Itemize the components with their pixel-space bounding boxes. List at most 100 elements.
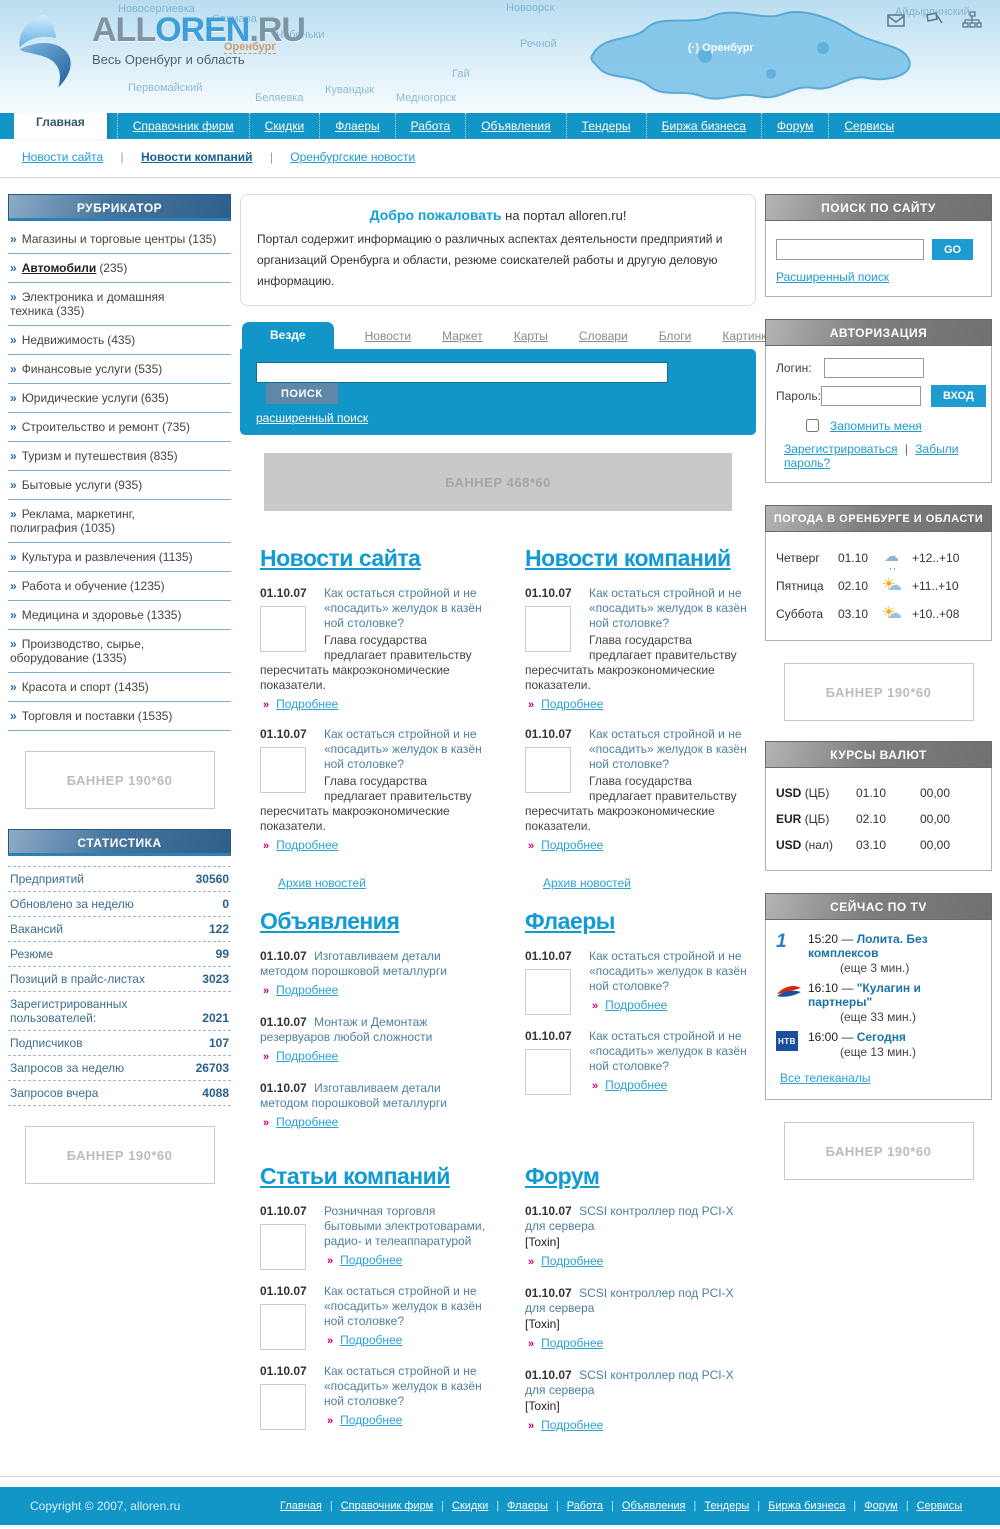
site-search-go-button[interactable]: GO bbox=[932, 239, 974, 260]
more-link[interactable]: Подробнее bbox=[276, 983, 339, 997]
rubricator-item[interactable]: » Красота и спорт (1435) bbox=[8, 673, 231, 702]
more-link[interactable]: Подробнее bbox=[276, 1115, 339, 1129]
rubricator-item[interactable]: » Электроника и домашняя техника (335) bbox=[8, 283, 231, 326]
nav-item-tendery[interactable]: Тендеры bbox=[565, 113, 646, 139]
tv-show-link[interactable]: Сегодня bbox=[856, 1030, 906, 1044]
search-input[interactable] bbox=[256, 362, 668, 383]
more-link[interactable]: Подробнее bbox=[605, 998, 668, 1012]
rubricator-item[interactable]: » Финансовые услуги (535) bbox=[8, 355, 231, 384]
more-link[interactable]: Подробнее bbox=[605, 1078, 668, 1092]
advanced-search-link[interactable]: Расширенный поиск bbox=[776, 270, 889, 284]
register-link[interactable]: Зарегистрироваться bbox=[784, 442, 898, 456]
more-link[interactable]: Подробнее bbox=[541, 1418, 604, 1432]
mail-icon[interactable] bbox=[886, 10, 906, 30]
remember-me-checkbox[interactable] bbox=[806, 419, 819, 432]
forgot-password-link[interactable]: Забыли пароль? bbox=[784, 442, 959, 470]
ad-banner-190x60[interactable]: БАННЕР 190*60 bbox=[24, 1126, 215, 1184]
more-link[interactable]: Подробнее bbox=[541, 1254, 604, 1268]
login-field[interactable] bbox=[824, 358, 924, 378]
nav-item-forum[interactable]: Форум bbox=[760, 113, 828, 139]
ad-banner-190x60[interactable]: БАННЕР 190*60 bbox=[783, 1122, 974, 1180]
footer-link-birzha[interactable]: Биржа бизнеса bbox=[768, 1500, 846, 1512]
article-title[interactable]: Как остаться стройной и не «посадить» же… bbox=[324, 1364, 482, 1408]
more-link[interactable]: Подробнее bbox=[541, 697, 604, 711]
tv-show-link[interactable]: "Кулагин и партнеры" bbox=[808, 981, 921, 1009]
more-link[interactable]: Подробнее bbox=[340, 1253, 403, 1267]
flag-icon[interactable] bbox=[924, 10, 944, 30]
search-button[interactable]: ПОИСК bbox=[266, 383, 338, 404]
more-link[interactable]: Подробнее bbox=[276, 1049, 339, 1063]
footer-link-spravochnik[interactable]: Справочник фирм bbox=[340, 1500, 434, 1512]
news-title[interactable]: Как остаться стройной и не «посадить» же… bbox=[589, 586, 747, 630]
footer-link-flaery[interactable]: Флаеры bbox=[507, 1500, 548, 1512]
subnav-company-news[interactable]: Новости компаний bbox=[141, 150, 253, 164]
rubricator-item[interactable]: » Медицина и здоровье (1335) bbox=[8, 601, 231, 630]
rubricator-item[interactable]: » Юридические услуги (635) bbox=[8, 384, 231, 413]
section-title-company-news[interactable]: Новости компаний bbox=[525, 545, 731, 571]
article-title[interactable]: Как остаться стройной и не «посадить» же… bbox=[324, 1284, 482, 1328]
news-title[interactable]: Как остаться стройной и не «посадить» же… bbox=[324, 727, 482, 771]
search-tab-novosti[interactable]: Новости bbox=[364, 329, 412, 343]
more-link[interactable]: Подробнее bbox=[541, 1336, 604, 1350]
search-tab-slovari[interactable]: Словари bbox=[578, 329, 628, 343]
rubricator-item[interactable]: » Магазины и торговые центры (135) bbox=[8, 225, 231, 254]
news-title[interactable]: Как остаться стройной и не «посадить» же… bbox=[589, 727, 747, 771]
nav-item-rabota[interactable]: Работа bbox=[394, 113, 466, 139]
rubricator-item[interactable]: » Реклама, маркетинг, полиграфия (1035) bbox=[8, 500, 231, 543]
news-title[interactable]: Как остаться стройной и не «посадить» же… bbox=[324, 586, 482, 630]
footer-link-glavnaya[interactable]: Главная bbox=[280, 1500, 322, 1512]
tv-show-link[interactable]: Лолита. Без комплексов bbox=[808, 932, 928, 960]
flyer-title[interactable]: Как остаться стройной и не «посадить» же… bbox=[589, 949, 747, 993]
all-channels-link[interactable]: Все телеканалы bbox=[780, 1071, 871, 1085]
login-button[interactable]: ВХОД bbox=[930, 385, 986, 407]
nav-item-obyavleniya[interactable]: Объявления bbox=[465, 113, 565, 139]
more-link[interactable]: Подробнее bbox=[276, 697, 339, 711]
ad-banner-190x60[interactable]: БАННЕР 190*60 bbox=[783, 663, 974, 721]
section-title-ads[interactable]: Объявления bbox=[260, 908, 400, 934]
rubricator-item[interactable]: » Строительство и ремонт (735) bbox=[8, 413, 231, 442]
sitemap-icon[interactable] bbox=[962, 10, 982, 30]
rubricator-item[interactable]: » Работа и обучение (1235) bbox=[8, 572, 231, 601]
ad-title[interactable]: Монтаж и Демонтаж резервуаров любой слож… bbox=[260, 1015, 433, 1044]
footer-link-tendery[interactable]: Тендеры bbox=[704, 1500, 750, 1512]
footer-link-forum[interactable]: Форум bbox=[864, 1500, 898, 1512]
password-field[interactable] bbox=[820, 386, 921, 406]
news-archive-link[interactable]: Архив новостей bbox=[278, 876, 366, 890]
search-tab-vezde[interactable]: Везде bbox=[242, 322, 334, 349]
rubricator-item-active[interactable]: » Автомобили (235) bbox=[8, 254, 231, 283]
search-tab-market[interactable]: Маркет bbox=[442, 329, 483, 343]
rubricator-item[interactable]: » Культура и развлечения (1135) bbox=[8, 543, 231, 572]
nav-item-birzha[interactable]: Биржа бизнеса bbox=[645, 113, 761, 139]
more-link[interactable]: Подробнее bbox=[340, 1413, 403, 1427]
rubricator-item[interactable]: » Производство, сырье, оборудование (1335) bbox=[8, 630, 231, 673]
news-archive-link[interactable]: Архив новостей bbox=[543, 876, 631, 890]
section-title-forum[interactable]: Форум bbox=[525, 1163, 600, 1189]
nav-item-spravochnik[interactable]: Справочник фирм bbox=[116, 113, 249, 139]
section-title-flyers[interactable]: Флаеры bbox=[525, 908, 615, 934]
section-title-site-news[interactable]: Новости сайта bbox=[260, 545, 421, 571]
article-title[interactable]: Розничная торговля бытовыми электротовар… bbox=[324, 1204, 485, 1248]
subnav-orenburg-news[interactable]: Оренбургские новости bbox=[290, 150, 416, 164]
search-tab-kartinki[interactable]: Картинки bbox=[722, 329, 774, 343]
advanced-search-link[interactable]: расширенный поиск bbox=[256, 411, 369, 425]
rubricator-item[interactable]: » Бытовые услуги (935) bbox=[8, 471, 231, 500]
flyer-title[interactable]: Как остаться стройной и не «посадить» же… bbox=[589, 1029, 747, 1073]
more-link[interactable]: Подробнее bbox=[276, 838, 339, 852]
ad-banner-468x60[interactable]: БАННЕР 468*60 bbox=[264, 453, 732, 511]
rubricator-item[interactable]: » Туризм и путешествия (835) bbox=[8, 442, 231, 471]
section-title-articles[interactable]: Статьи компаний bbox=[260, 1163, 450, 1189]
footer-link-rabota[interactable]: Работа bbox=[566, 1500, 604, 1512]
remember-me-link[interactable]: Запомнить меня bbox=[830, 418, 922, 433]
more-link[interactable]: Подробнее bbox=[340, 1333, 403, 1347]
search-tab-blogi[interactable]: Блоги bbox=[658, 329, 692, 343]
footer-link-servisy[interactable]: Сервисы bbox=[916, 1500, 963, 1512]
ad-banner-190x60[interactable]: БАННЕР 190*60 bbox=[24, 751, 215, 809]
forum-topic[interactable]: SCSI контроллер под PCI-X для сервера bbox=[525, 1204, 734, 1233]
footer-link-obyavleniya[interactable]: Объявления bbox=[621, 1500, 686, 1512]
more-link[interactable]: Подробнее bbox=[541, 838, 604, 852]
ad-title[interactable]: Изготавливаем детали методом порошковой … bbox=[260, 1081, 447, 1110]
nav-item-skidki[interactable]: Скидки bbox=[248, 113, 320, 139]
rubricator-item[interactable]: » Торговля и поставки (1535) bbox=[8, 702, 231, 731]
subnav-site-news[interactable]: Новости сайта bbox=[22, 150, 104, 164]
ad-title[interactable]: Изготавливаем детали методом порошковой … bbox=[260, 949, 447, 978]
